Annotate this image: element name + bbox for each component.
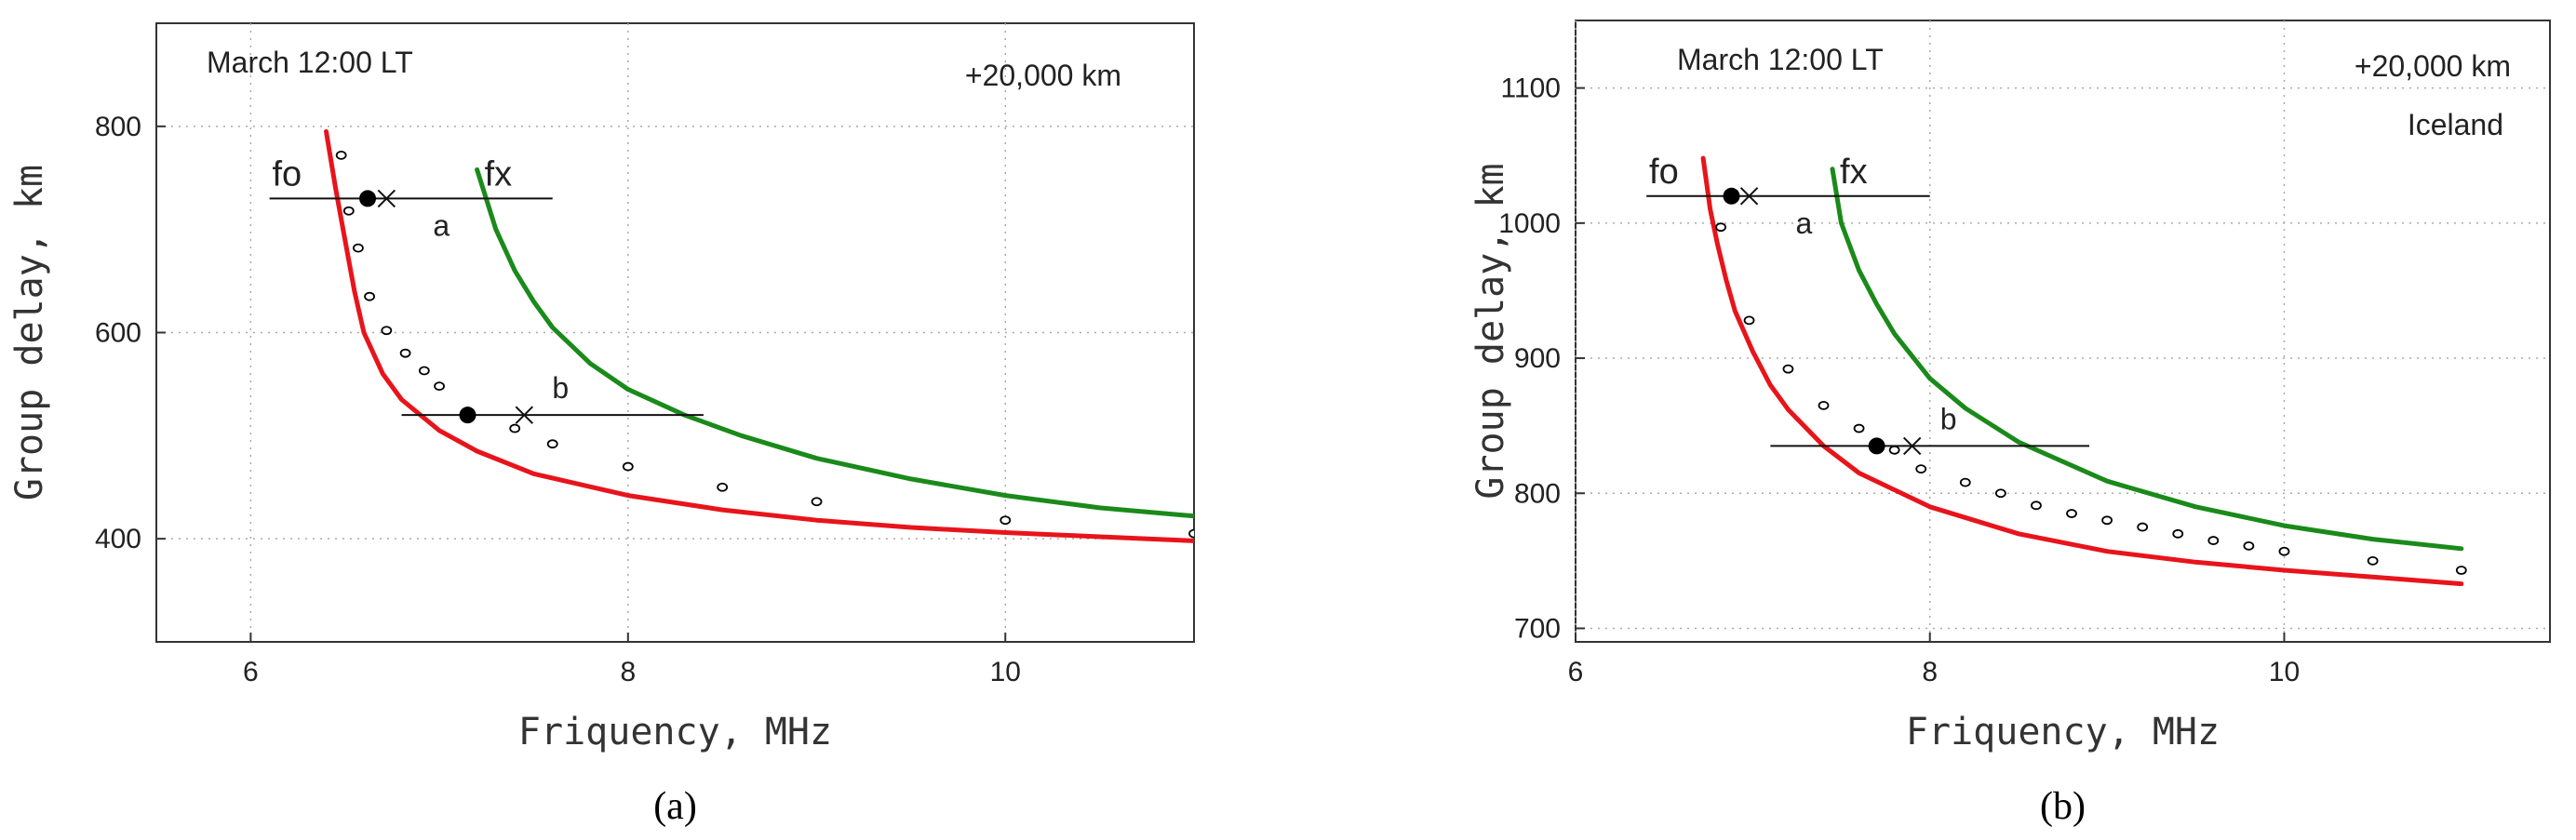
distance-annotation: +20,000 km [2355, 49, 2511, 83]
data-point [335, 150, 347, 160]
data-point [1994, 488, 2006, 499]
marker-label-b: b [552, 371, 569, 405]
series-line-fx [1830, 167, 2464, 552]
curve-label-fo: fo [272, 154, 302, 193]
x-tick-label: 10 [2269, 657, 2300, 687]
distance-annotation: +20,000 km [965, 59, 1121, 92]
chart-panel-a: 6 8 10 400 600 800 fo fx a b March 12:00 LT +20,000… [8, 22, 1195, 828]
marker-label-b: b [1940, 402, 1957, 435]
plot-frame [155, 22, 1195, 643]
data-point [2066, 509, 2077, 518]
y-tick-label: 1000 [1498, 208, 1561, 239]
data-point [2031, 500, 2042, 511]
data-point [1000, 515, 1012, 526]
data-point [2278, 546, 2290, 556]
data-point [1782, 364, 1794, 374]
data-point [2101, 515, 2113, 526]
marker-cross-a [1739, 187, 1759, 206]
marker-dot-a [359, 190, 377, 207]
data-point [1915, 464, 1927, 474]
curve-label-fx: fx [1840, 153, 1868, 192]
data-point [546, 439, 558, 449]
data-point [418, 366, 430, 376]
data-point [1818, 400, 1830, 410]
marker-label-a: a [1796, 207, 1813, 240]
y-tick-label: 800 [1514, 478, 1561, 509]
x-tick-label: 10 [990, 657, 1021, 687]
chart-panel-b: 6 8 10 700 800 900 1000 1100 fo fxa b March 12:00 L… [1469, 20, 2551, 828]
x-tick-label: 8 [620, 657, 636, 687]
data-point [1188, 528, 1194, 539]
plot-area [324, 128, 1194, 543]
marker-dot-a [1723, 187, 1740, 205]
data-point [2243, 540, 2255, 551]
curve-label-fx: fx [485, 154, 513, 193]
plot-frame [1575, 20, 2551, 643]
marker-label-a: a [433, 208, 449, 242]
data-point [811, 497, 823, 507]
data-point [342, 206, 355, 216]
marker-cross-b [1902, 436, 1922, 456]
data-point [1743, 315, 1755, 326]
y-tick-label: 700 [1514, 613, 1561, 644]
data-point [2172, 528, 2184, 539]
data-point [1853, 423, 1865, 433]
data-point [364, 291, 375, 301]
data-point [509, 423, 521, 433]
data-point [1959, 477, 1971, 487]
y-tick-label: 1100 [1500, 73, 1561, 104]
x-axis-title: Friquency, MHz [1906, 711, 2220, 753]
data-point [2455, 566, 2467, 575]
y-axis-title: Group delay, km [8, 165, 51, 500]
chart-title: March 12:00 LT [207, 46, 413, 79]
series-line-fo [1700, 155, 2464, 587]
x-tick-label: 6 [243, 657, 259, 687]
data-point [2137, 522, 2149, 532]
location-annotation: Iceland [2408, 108, 2503, 141]
panel-label: (a) [653, 785, 697, 828]
data-point [2367, 555, 2379, 566]
data-point [434, 381, 445, 392]
panel-label: (b) [2040, 785, 2086, 828]
y-tick-label: 600 [95, 318, 141, 349]
marker-dot-b [459, 407, 476, 424]
data-point [353, 243, 364, 253]
marker-dot-b [1868, 437, 1885, 455]
y-tick-label: 900 [1514, 343, 1561, 374]
x-axis-title: Friquency, MHz [518, 711, 832, 753]
x-tick-label: 8 [1922, 657, 1938, 687]
y-axis-title: Group delay, km [1469, 163, 1512, 499]
data-point [2207, 536, 2220, 545]
data-point [399, 348, 411, 358]
curve-label-fo: fo [1649, 153, 1679, 192]
series-line-fx [475, 167, 1194, 519]
data-point [717, 482, 729, 492]
marker-cross-a [377, 189, 396, 208]
x-tick-label: 6 [1568, 657, 1584, 687]
y-tick-label: 400 [95, 524, 141, 554]
data-point [381, 326, 393, 336]
data-point [1715, 222, 1726, 233]
plot-area [1700, 155, 2467, 587]
y-tick-label: 800 [95, 112, 141, 142]
series-line-fo [324, 128, 1194, 543]
chart-title: March 12:00 LT [1677, 43, 1884, 76]
data-point [622, 461, 634, 472]
data-point [1888, 445, 1900, 455]
marker-cross-b [515, 406, 534, 424]
